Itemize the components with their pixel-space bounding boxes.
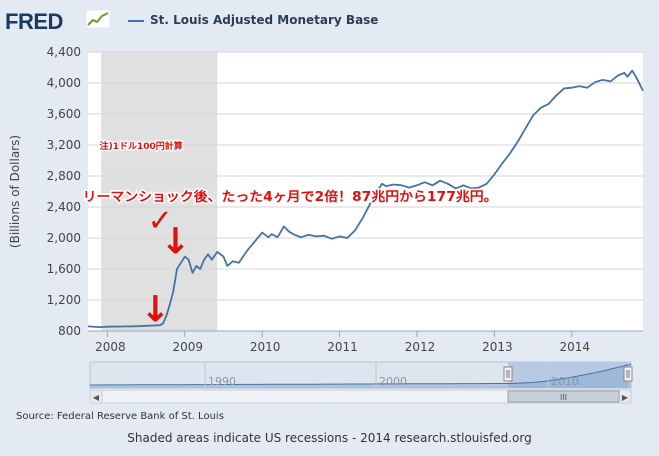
scrollbar-thumb[interactable] bbox=[507, 390, 620, 403]
x-tick-label: 2011 bbox=[327, 340, 358, 354]
y-axis-label: (Billions of Dollars) bbox=[8, 135, 22, 248]
x-tick-label: 2010 bbox=[250, 340, 281, 354]
sparkline-icon bbox=[86, 10, 110, 28]
scrollbar-grip: III bbox=[560, 393, 567, 402]
footer-note: Shaded areas indicate US recessions - 20… bbox=[127, 431, 532, 445]
scroll-left-button[interactable] bbox=[89, 389, 103, 404]
source-note: Source: Federal Reserve Bank of St. Loui… bbox=[16, 411, 224, 422]
navigator-area bbox=[90, 364, 631, 388]
navigator-handle[interactable] bbox=[623, 366, 633, 382]
series-line bbox=[87, 69, 644, 329]
y-tick-label: 3,200 bbox=[47, 138, 81, 152]
y-tick-label: 3,600 bbox=[47, 107, 81, 121]
legend-swatch bbox=[128, 19, 144, 22]
navigator-label: 2010 bbox=[551, 375, 579, 388]
navigator-label: 1990 bbox=[208, 375, 236, 388]
annotation-note: 注)1ドル100円計算 bbox=[100, 140, 183, 152]
x-tick-label: 2012 bbox=[405, 340, 436, 354]
scroll-left-icon: ◀ bbox=[93, 393, 100, 402]
legend-label: St. Louis Adjusted Monetary Base bbox=[150, 13, 379, 27]
check-mark: ✓ bbox=[148, 203, 173, 238]
annotation-headline: リーマンショック後、たった4ヶ月で2倍！87兆円から177兆円。 bbox=[83, 189, 498, 205]
y-tick-label: 2,800 bbox=[47, 169, 81, 183]
x-tick-label: 2009 bbox=[172, 340, 203, 354]
x-tick-label: 2008 bbox=[95, 340, 126, 354]
navigator-handle[interactable] bbox=[503, 366, 513, 382]
navigator-label: 2000 bbox=[379, 375, 407, 388]
y-tick-label: 1,600 bbox=[47, 262, 81, 276]
recession-band bbox=[101, 52, 218, 331]
x-tick-label: 2014 bbox=[560, 340, 591, 354]
y-tick-label: 4,400 bbox=[47, 45, 81, 59]
x-tick-label: 2013 bbox=[482, 340, 513, 354]
scroll-right-icon: ▶ bbox=[622, 393, 629, 402]
navigator-line bbox=[90, 363, 632, 386]
chart-legend: St. Louis Adjusted Monetary Base bbox=[128, 13, 378, 27]
arrow-annotation: ↓ bbox=[140, 290, 170, 331]
y-tick-label: 2,400 bbox=[47, 200, 81, 214]
arrow-annotation: ↓ bbox=[160, 222, 190, 263]
y-tick-label: 4,000 bbox=[47, 76, 81, 90]
y-tick-label: 2,000 bbox=[47, 231, 81, 245]
fred-logo: FRED bbox=[5, 9, 63, 34]
y-tick-label: 1,200 bbox=[47, 293, 81, 307]
y-tick-label: 800 bbox=[58, 324, 81, 338]
